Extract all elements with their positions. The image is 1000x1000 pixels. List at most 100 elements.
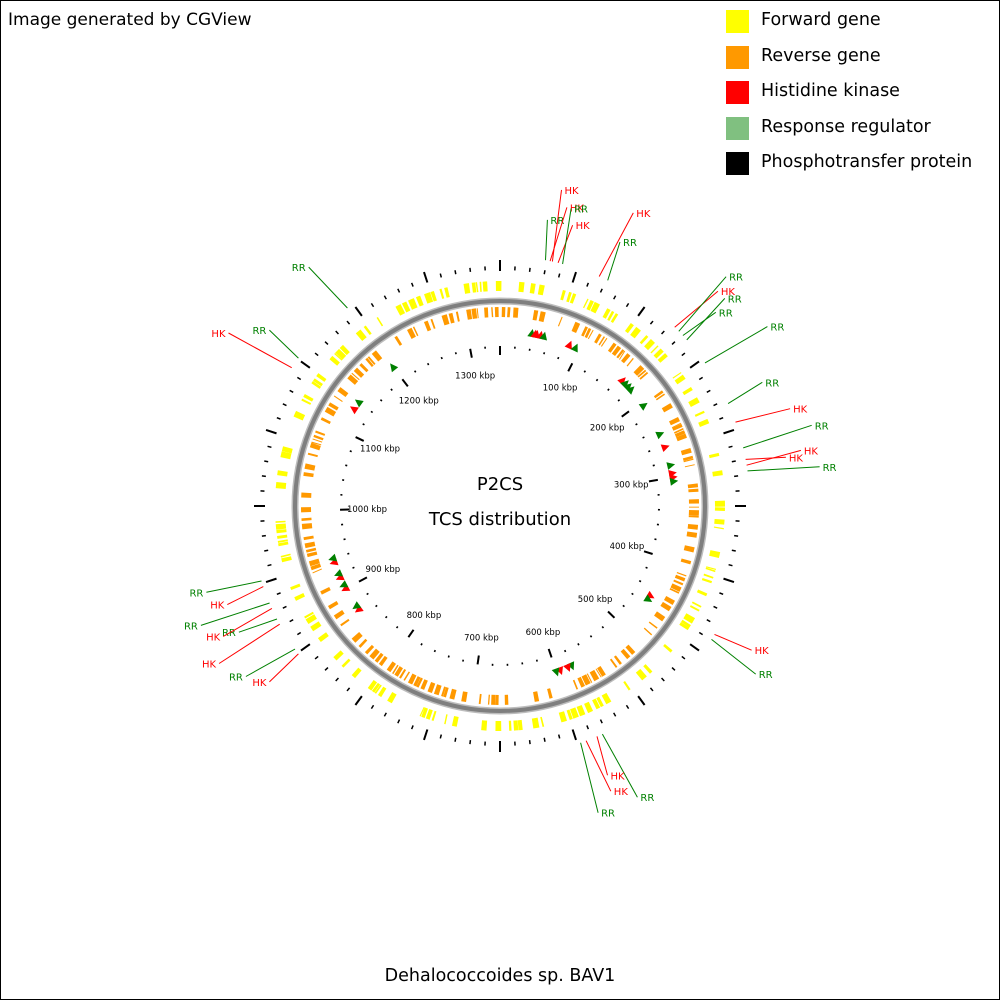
forward-gene	[691, 601, 702, 608]
reverse-gene	[581, 674, 591, 686]
outer-tick	[370, 704, 375, 710]
kbp-minor-tick	[589, 635, 593, 638]
outer-tick	[698, 631, 704, 636]
forward-gene	[586, 300, 594, 311]
forward-gene	[351, 667, 362, 679]
forward-gene	[518, 281, 525, 293]
legend-label-histidine-kinase: Histidine kinase	[761, 81, 900, 101]
reverse-gene	[680, 447, 692, 456]
reverse-gene	[648, 621, 658, 629]
reverse-gene	[307, 452, 318, 458]
reverse-gene	[619, 350, 626, 360]
reverse-gene	[392, 664, 399, 675]
rr-marker	[620, 380, 629, 389]
reverse-gene	[609, 658, 618, 668]
reverse-gene	[416, 677, 423, 688]
forward-gene	[367, 679, 378, 691]
outer-tick	[264, 460, 269, 463]
inner-kbp-ruler	[340, 346, 660, 666]
reverse-gene	[613, 655, 622, 665]
forward-gene	[317, 632, 329, 643]
outer-tick	[613, 712, 617, 717]
tcs-markers	[328, 329, 679, 677]
forward-gene	[341, 658, 351, 668]
forward-gene	[630, 326, 641, 339]
kbp-major-tick	[607, 610, 616, 619]
callout-line	[227, 586, 264, 606]
rr-marker	[354, 399, 364, 408]
outer-tick	[557, 273, 561, 278]
outer-tick	[586, 725, 590, 730]
reverse-gene	[669, 417, 680, 426]
outer-tick	[649, 687, 654, 692]
reverse-gene	[367, 356, 376, 365]
hk-marker	[354, 604, 364, 613]
outer-tick	[637, 695, 646, 706]
reverse-gene	[654, 611, 666, 622]
reverse-gene	[403, 671, 411, 681]
kbp-minor-tick	[577, 643, 580, 646]
kbp-label: 1000 kbp	[347, 505, 387, 515]
legend-swatch-forward-gene	[726, 10, 749, 33]
reverse-gene	[310, 563, 322, 571]
outer-tick	[543, 270, 546, 275]
callout-line	[743, 424, 812, 449]
reverse-gene	[572, 679, 579, 690]
forward-gene	[335, 348, 347, 360]
forward-gene	[643, 664, 653, 674]
hk-label: HK	[210, 601, 225, 612]
outer-tick	[289, 619, 294, 623]
outer-tick	[335, 330, 339, 335]
rr-label: RR	[759, 670, 773, 681]
legend-swatch-histidine-kinase	[726, 81, 749, 104]
outer-tick	[314, 352, 319, 357]
hk-label: HK	[206, 633, 221, 644]
forward-gene	[376, 317, 384, 327]
reverse-gene	[369, 648, 380, 660]
reverse-gene	[365, 357, 374, 368]
forward-gene	[602, 308, 611, 319]
center-title: P2CS	[477, 474, 523, 495]
callout-line	[598, 212, 634, 277]
callout-line	[206, 580, 262, 593]
outer-tick	[439, 273, 443, 278]
kbp-label: 1200 kbp	[399, 397, 439, 407]
kbp-minor-tick	[622, 604, 625, 608]
callout-line	[218, 623, 280, 664]
hk-marker	[335, 572, 345, 581]
forward-gene	[596, 696, 604, 708]
forward-gene	[275, 481, 287, 490]
rr-marker	[669, 477, 679, 486]
legend-swatch-phosphotransfer-protein	[726, 152, 749, 175]
outer-tick	[383, 712, 387, 717]
kbp-minor-tick	[366, 592, 369, 596]
reverse-gene	[577, 676, 586, 688]
rr-label: RR	[184, 621, 198, 632]
forward-gene	[310, 621, 322, 632]
hk-label: HK	[789, 453, 804, 464]
hk-label: HK	[565, 186, 580, 197]
kbp-minor-tick	[390, 388, 393, 391]
outer-tick	[265, 429, 277, 435]
rr-marker	[328, 553, 338, 562]
outer-tick	[599, 288, 603, 293]
forward-gene	[663, 643, 673, 653]
genome-backbone	[293, 299, 707, 713]
reverse-gene	[660, 601, 672, 612]
hk-marker	[564, 340, 572, 350]
forward-gene	[566, 291, 572, 303]
outer-tick	[698, 376, 704, 381]
reverse-gene	[333, 395, 343, 402]
kbp-label: 100 kbp	[543, 383, 578, 393]
kbp-minor-tick	[557, 356, 560, 360]
kbp-label: 600 kbp	[526, 628, 561, 638]
legend-label-reverse-gene: Reverse gene	[761, 45, 881, 66]
reverse-gene	[532, 309, 539, 321]
reverse-gene	[448, 312, 455, 324]
forward-gene	[280, 451, 292, 460]
reverse-gene	[471, 308, 478, 319]
outer-tick	[267, 563, 272, 567]
kbp-minor-tick	[635, 423, 638, 426]
